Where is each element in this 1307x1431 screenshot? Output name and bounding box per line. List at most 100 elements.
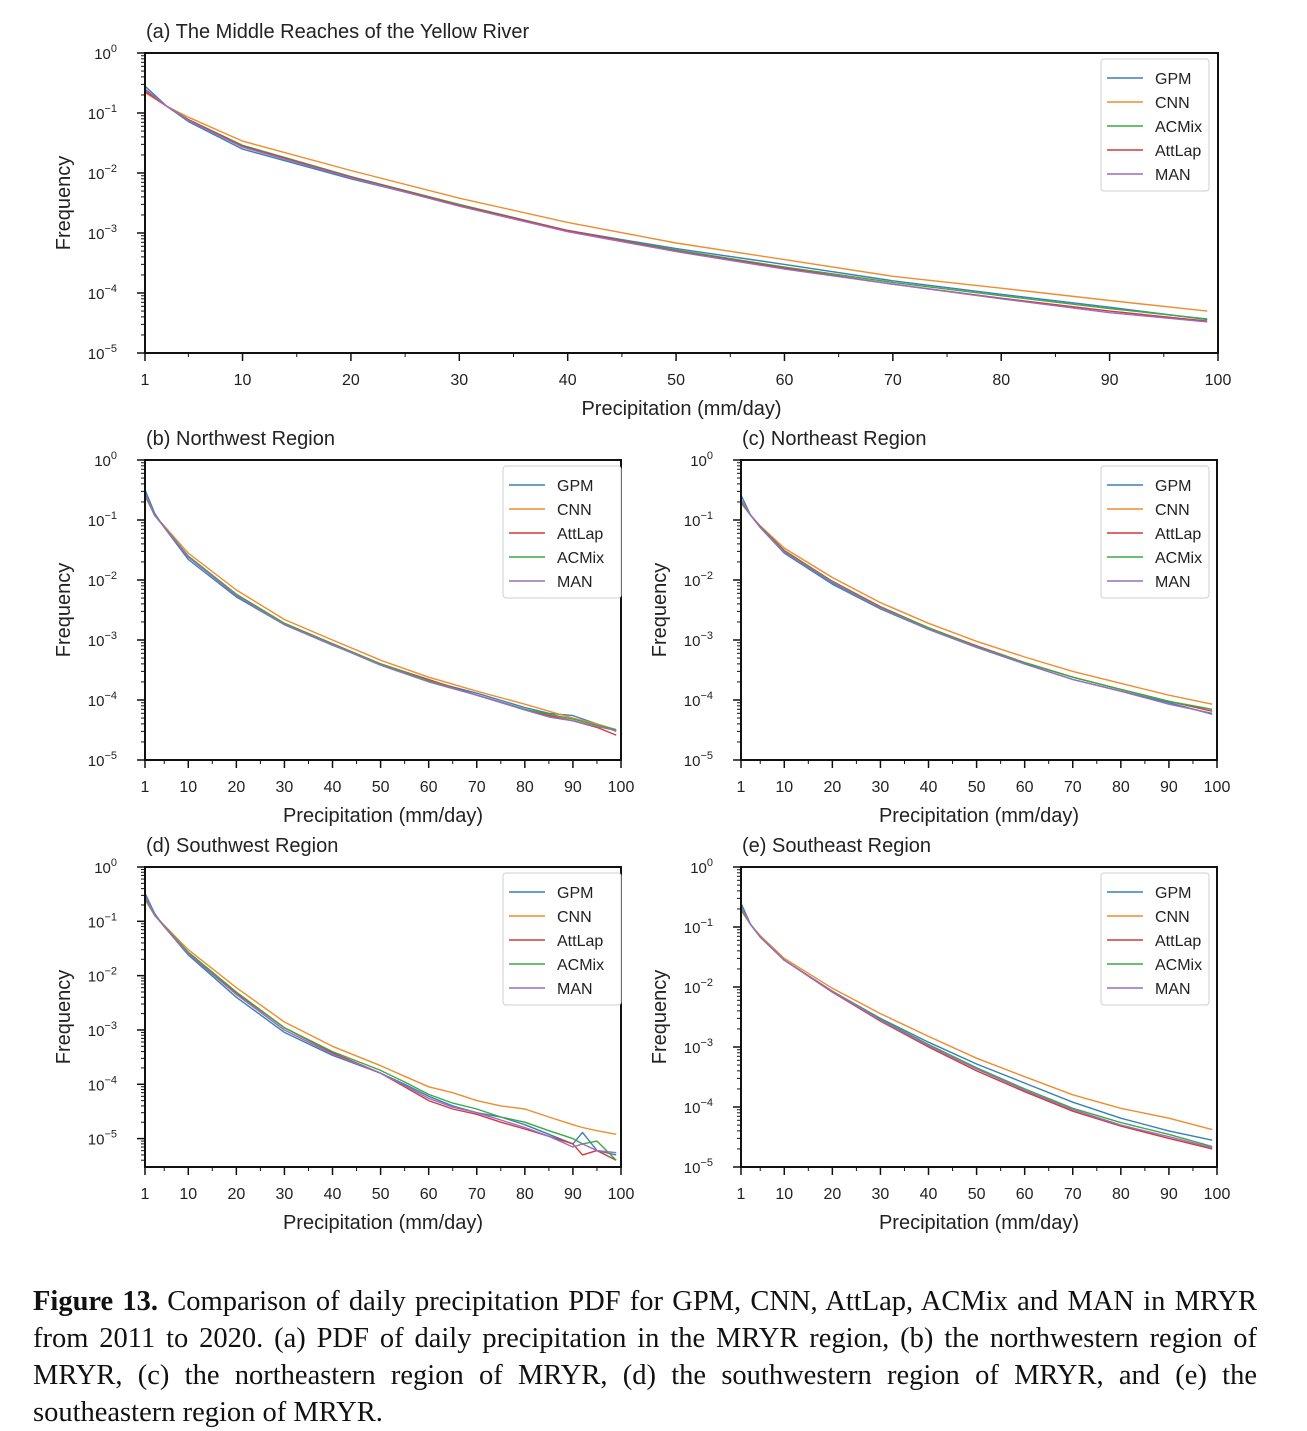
x-tick-label: 10 <box>179 1186 197 1203</box>
y-tick-label: 10−4 <box>88 1074 117 1094</box>
y-tick-label: 10−1 <box>88 103 117 123</box>
y-tick-label: 10−5 <box>88 750 117 770</box>
y-tick-label: 100 <box>94 43 117 63</box>
series-line-cnn <box>144 91 1208 312</box>
y-axis-label: Frequency <box>53 970 75 1065</box>
legend-label: ACMix <box>1155 550 1202 567</box>
legend-label: ACMix <box>1155 957 1202 974</box>
y-axis-label: Frequency <box>649 970 671 1065</box>
x-tick-label: 30 <box>872 1186 890 1203</box>
series-line-man <box>740 499 1213 714</box>
x-tick-label: 40 <box>324 1186 342 1203</box>
x-tick-label: 1 <box>141 779 150 796</box>
y-tick-label: 10−3 <box>684 630 713 650</box>
y-tick-label: 10−3 <box>88 1020 117 1040</box>
x-tick-label: 80 <box>992 372 1010 389</box>
x-tick-label: 10 <box>234 372 252 389</box>
x-tick-label: 100 <box>608 779 635 796</box>
plot-frame <box>144 866 622 1168</box>
y-tick-label: 10−1 <box>684 510 713 530</box>
y-tick-label: 10−4 <box>684 690 713 710</box>
x-tick-label: 50 <box>968 779 986 796</box>
legend-label: CNN <box>557 502 592 519</box>
x-tick-label: 80 <box>516 779 534 796</box>
x-tick-label: 30 <box>450 372 468 389</box>
legend-label: MAN <box>1155 574 1191 591</box>
y-tick-label: 10−5 <box>88 1129 117 1149</box>
x-tick-label: 60 <box>420 779 438 796</box>
x-axis-label: Precipitation (mm/day) <box>879 1212 1079 1234</box>
series-line-cnn <box>144 495 617 731</box>
panel-d: 100 10−1 10−2 10−3 10−4 10−5 1 10 20 30 40 50 60 70 80… <box>53 835 634 1234</box>
panel-title: (a) The Middle Reaches of the Yellow Riv… <box>146 21 530 43</box>
legend-label: MAN <box>1155 167 1191 184</box>
x-tick-label: 100 <box>1204 1186 1231 1203</box>
x-tick-label: 60 <box>420 1186 438 1203</box>
x-tick-label: 30 <box>276 1186 294 1203</box>
panel-c: 100 10−1 10−2 10−3 10−4 10−5 1 10 20 30 40 50 60 70 80… <box>649 428 1230 827</box>
legend-label: GPM <box>557 478 593 495</box>
series-line-attlap <box>144 90 1208 322</box>
legend-label: GPM <box>1155 71 1191 88</box>
y-tick-label: 10−5 <box>684 750 713 770</box>
series-line-acmix <box>144 897 617 1161</box>
x-tick-label: 70 <box>1064 1186 1082 1203</box>
legend-box <box>1100 465 1210 599</box>
y-tick-label: 10−5 <box>88 343 117 363</box>
x-tick-label: 1 <box>141 1186 150 1203</box>
figure-panels: 100 10−1 10−2 10−3 10−4 10−5 1 10 20 30 40 50 60 70 80… <box>53 21 1231 1234</box>
legend-label: CNN <box>1155 909 1190 926</box>
x-tick-label: 50 <box>372 779 390 796</box>
plot-frame <box>144 52 1219 354</box>
y-tick-label: 10−3 <box>88 630 117 650</box>
x-tick-label: 20 <box>227 1186 245 1203</box>
legend-label: GPM <box>1155 885 1191 902</box>
series-line-man <box>144 492 617 732</box>
x-tick-label: 40 <box>920 779 938 796</box>
x-tick-label: 10 <box>775 779 793 796</box>
series-line-gpm <box>144 85 1208 321</box>
plot-frame <box>740 866 1218 1168</box>
x-tick-label: 50 <box>372 1186 390 1203</box>
x-tick-label: 20 <box>823 779 841 796</box>
legend-label: AttLap <box>557 933 603 950</box>
y-tick-label: 10−2 <box>684 977 713 997</box>
panel-e: 100 10−1 10−2 10−3 10−4 10−5 1 10 20 30 40 50 60 70 80… <box>649 835 1230 1234</box>
x-tick-label: 40 <box>559 372 577 389</box>
legend-label: GPM <box>1155 478 1191 495</box>
series-line-man <box>740 906 1213 1149</box>
series-line-acmix <box>144 89 1208 320</box>
panel-title: (d) Southwest Region <box>146 835 338 857</box>
panel-title: (b) Northwest Region <box>146 428 335 450</box>
panel-b: 100 10−1 10−2 10−3 10−4 10−5 1 10 20 30 40 50 60 70 80… <box>53 428 634 827</box>
x-tick-label: 30 <box>276 779 294 796</box>
x-tick-label: 70 <box>468 1186 486 1203</box>
legend-box <box>1100 872 1210 1006</box>
x-tick-label: 10 <box>179 779 197 796</box>
x-tick-label: 60 <box>776 372 794 389</box>
x-tick-label: 80 <box>1112 779 1130 796</box>
caption-text: Comparison of daily precipitation PDF fo… <box>33 1285 1258 1428</box>
plot-frame <box>740 459 1218 761</box>
x-axis-label: Precipitation (mm/day) <box>879 805 1079 827</box>
y-tick-label: 10−4 <box>684 1097 713 1117</box>
legend-label: AttLap <box>1155 526 1201 543</box>
y-tick-label: 10−3 <box>88 223 117 243</box>
x-axis-label: Precipitation (mm/day) <box>283 1212 483 1234</box>
x-tick-label: 70 <box>468 779 486 796</box>
legend-box <box>1100 58 1210 192</box>
x-tick-label: 50 <box>667 372 685 389</box>
panel-title: (e) Southeast Region <box>742 835 931 857</box>
y-axis-label: Frequency <box>53 563 75 658</box>
legend-label: CNN <box>557 909 592 926</box>
y-tick-label: 10−3 <box>684 1037 713 1057</box>
y-tick-label: 100 <box>94 450 117 470</box>
y-tick-label: 10−4 <box>88 283 117 303</box>
y-tick-label: 100 <box>94 857 117 877</box>
legend-label: AttLap <box>557 526 603 543</box>
legend-label: CNN <box>1155 95 1190 112</box>
x-tick-label: 20 <box>227 779 245 796</box>
caption-label: Figure 13. <box>33 1285 159 1317</box>
x-tick-label: 90 <box>564 779 582 796</box>
x-tick-label: 100 <box>1204 779 1231 796</box>
